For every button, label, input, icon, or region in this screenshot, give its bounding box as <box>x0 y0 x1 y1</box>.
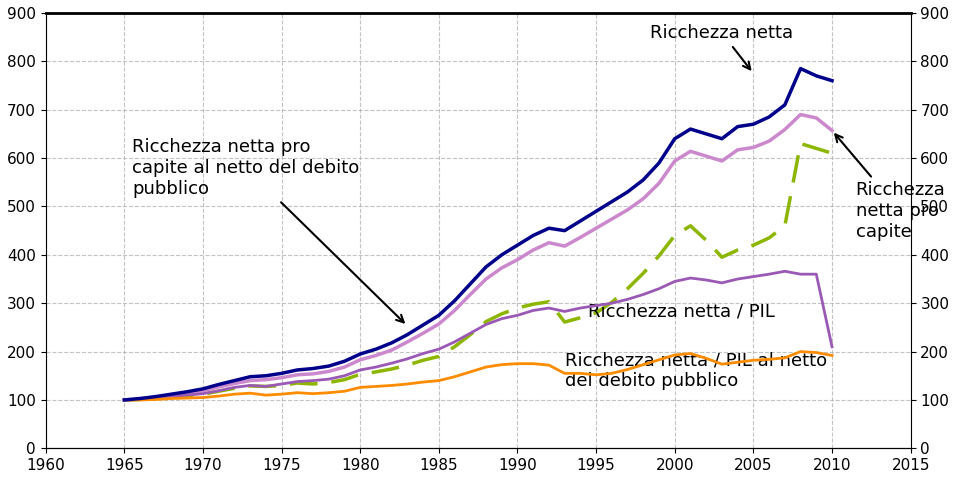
Text: Ricchezza netta: Ricchezza netta <box>650 24 794 70</box>
Text: Ricchezza netta / PIL: Ricchezza netta / PIL <box>588 302 775 320</box>
Text: Ricchezza netta / PIL al netto
del debito pubblico: Ricchezza netta / PIL al netto del debit… <box>564 351 827 390</box>
Text: Ricchezza
netta pro
capite: Ricchezza netta pro capite <box>835 134 946 241</box>
Text: Ricchezza netta pro
capite al netto del debito
pubblico: Ricchezza netta pro capite al netto del … <box>132 138 404 323</box>
